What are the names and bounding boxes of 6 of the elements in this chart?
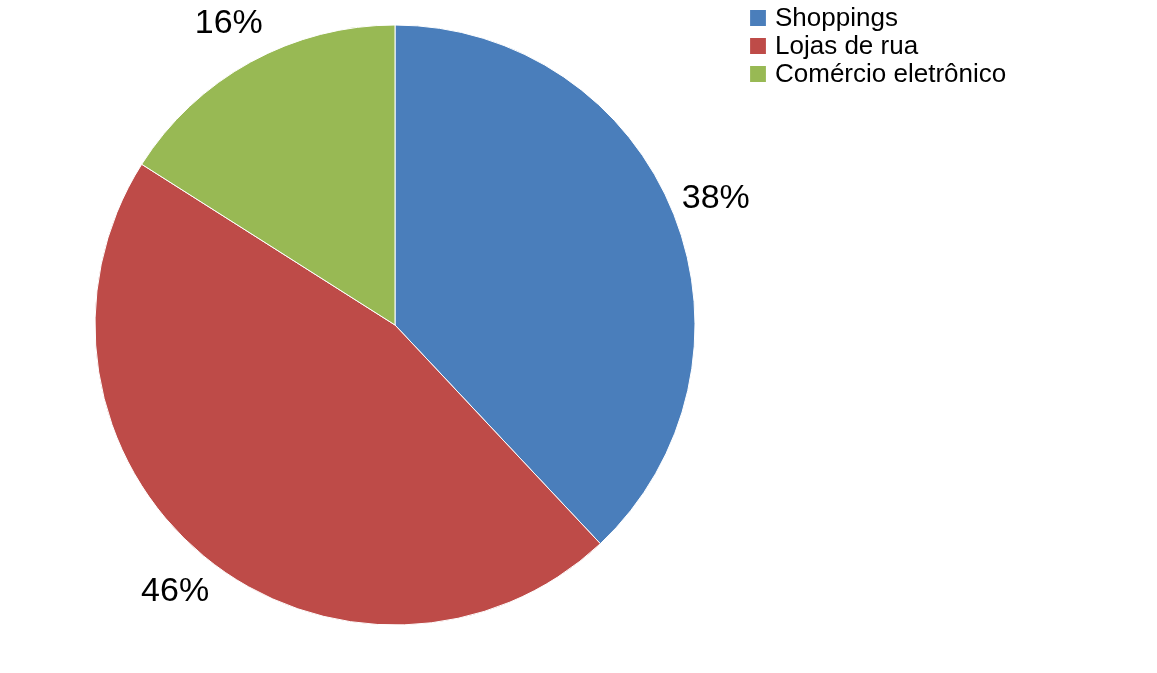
- data-label: 16%: [194, 1, 263, 40]
- data-label: 46%: [141, 569, 210, 608]
- legend-label: Shoppings: [775, 2, 898, 32]
- legend-label: Lojas de rua: [775, 30, 919, 60]
- legend-label: Comércio eletrônico: [775, 58, 1007, 88]
- data-label: 38%: [681, 177, 750, 215]
